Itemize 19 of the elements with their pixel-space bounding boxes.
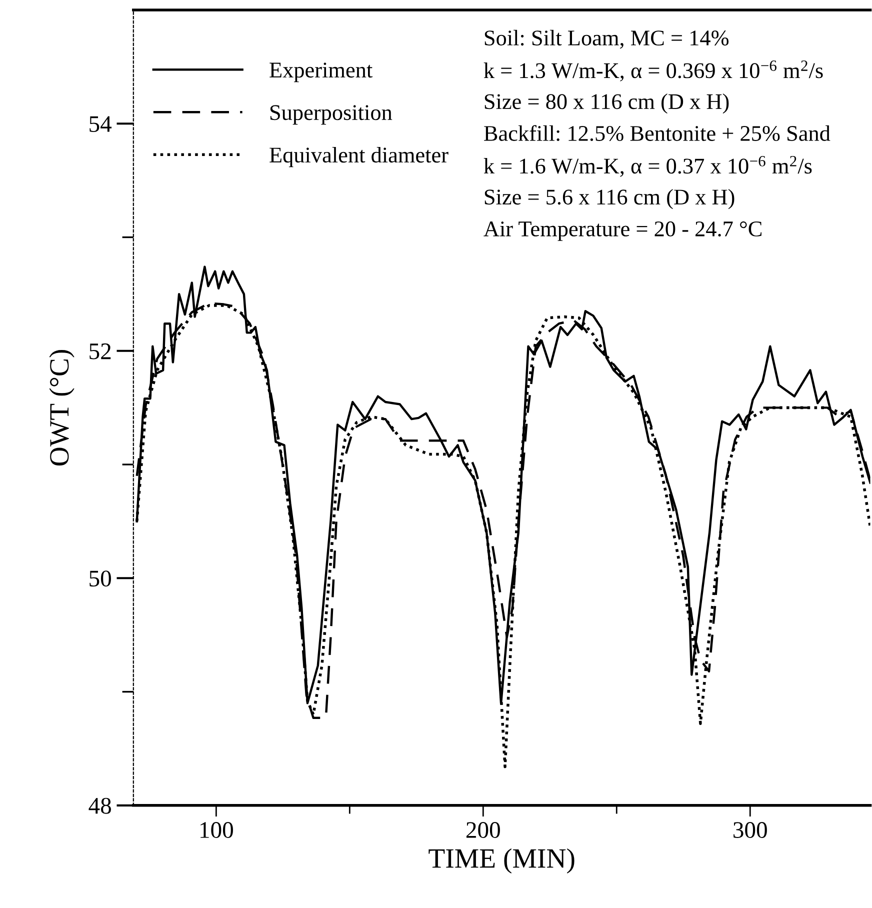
annotation: Backfill: 12.5% Bentonite + 25% Sand: [484, 125, 830, 142]
annotation: k = 1.6 W/m-K, α = 0.37 x 10$^{−6}$ m$^{2}$/s: [484, 156, 812, 177]
annotation: Air Temperature = 20 - 24.7 °C: [484, 221, 762, 241]
y-tick-label: 50: [90, 570, 111, 587]
legend-label: Equivalent diameter: [270, 146, 448, 168]
x-tick-label: 100: [200, 822, 233, 838]
annotation: k = 1.3 W/m-K, α = 0.369 x 10$^{−6}$ m$^{2}$/s: [484, 60, 823, 82]
x-tick-label: 200: [466, 822, 500, 838]
legend-label: Superposition: [270, 105, 392, 125]
y-tick-label: 52: [90, 343, 111, 360]
x-tick-label: 300: [734, 822, 767, 838]
legend-label: Experiment: [270, 62, 373, 82]
annotation: Soil: Silt Loam, MC = 14%: [484, 30, 729, 49]
annotation: Size = 5.6 x 116 cm (D x H): [484, 188, 734, 210]
x-axis-title: TIME (MIN): [428, 848, 574, 874]
y-tick-label: 54: [90, 116, 112, 132]
annotation: Size = 80 x 116 cm (D x H): [484, 94, 729, 114]
y-tick-label: 48: [88, 798, 111, 814]
y-axis-title: OWT (°C): [49, 350, 74, 466]
